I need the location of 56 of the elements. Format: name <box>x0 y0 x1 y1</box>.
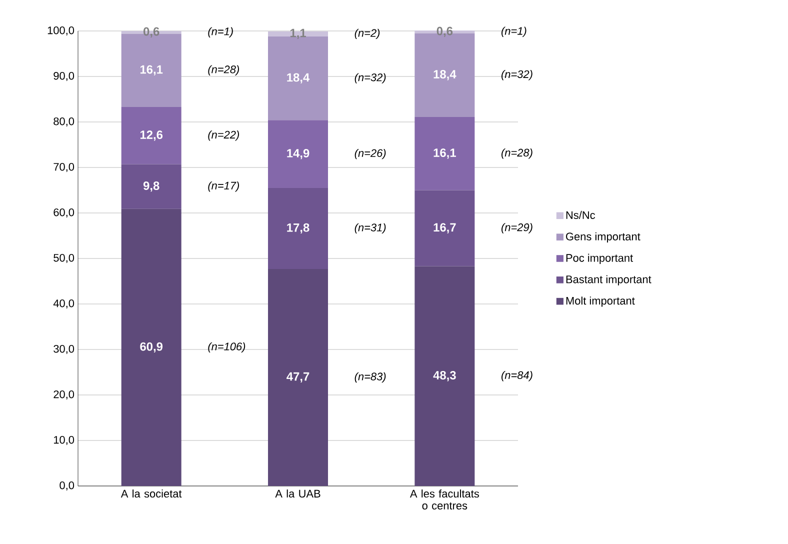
x-tick-label: A les facultats o centres <box>410 490 479 510</box>
annotation: (n=106) <box>208 342 246 353</box>
bar <box>414 266 475 486</box>
annotation: (n=32) <box>354 73 386 84</box>
bar <box>268 120 328 188</box>
bar <box>121 106 182 164</box>
annotation: (n=1) <box>208 27 233 38</box>
annotation: (n=2) <box>354 28 380 40</box>
y-tick-label: 100,0 <box>48 26 74 36</box>
data-label: 16,1 <box>140 65 163 76</box>
x-tick-label: A la societat <box>120 490 182 498</box>
y-tick-label: 90,0 <box>54 72 74 82</box>
data-label: 47,7 <box>286 372 310 382</box>
annotation: (n=28) <box>208 65 239 76</box>
bar <box>121 164 182 209</box>
data-label: 17,8 <box>287 223 310 234</box>
data-label: 48,3 <box>433 371 456 382</box>
bar <box>268 268 328 486</box>
y-tick-label: 80,0 <box>54 117 74 127</box>
y-tick-label: 0,0 <box>60 481 74 491</box>
data-label: 60,9 <box>140 342 163 353</box>
data-label: 18,4 <box>434 70 456 80</box>
x-tick-label: A la UAB <box>275 490 320 498</box>
legend-label: Molt important <box>566 296 635 307</box>
data-label: 14,9 <box>287 148 310 160</box>
data-label: 18,4 <box>287 73 310 84</box>
y-tick-label: 40,0 <box>53 299 74 309</box>
data-label: 12,6 <box>140 130 163 141</box>
y-tick-label: 50,0 <box>54 254 74 264</box>
annotation: (n=31) <box>354 223 386 234</box>
annotation: (n=84) <box>502 371 532 382</box>
y-tick-label: 20,0 <box>54 390 74 400</box>
y-tick-label: 30,0 <box>54 344 74 354</box>
annotation: (n=22) <box>208 130 239 141</box>
data-label: 1,1 <box>290 28 306 39</box>
annotation: (n=28) <box>502 148 532 159</box>
annotation: (n=83) <box>354 372 386 383</box>
bar <box>414 190 475 266</box>
data-label: 16,7 <box>434 223 456 234</box>
legend-label: Ns/Nc <box>566 210 596 219</box>
annotation: (n=17) <box>208 181 239 192</box>
annotation: (n=26) <box>354 148 386 160</box>
data-label: 16,1 <box>434 148 456 159</box>
annotation: (n=29) <box>502 223 532 234</box>
legend-label: Poc important <box>566 254 633 264</box>
y-tick-label: 60,0 <box>54 208 74 218</box>
legend-label: Bastant important <box>566 275 652 286</box>
annotation: (n=32) <box>502 70 532 80</box>
bar <box>268 188 328 269</box>
y-tick-label: 10,0 <box>54 436 74 446</box>
annotation: (n=1) <box>502 26 526 37</box>
bar <box>121 208 182 486</box>
data-label: 9,8 <box>143 182 160 192</box>
legend-label: Gens important <box>566 232 640 243</box>
y-tick-label: 70,0 <box>54 162 74 172</box>
bar <box>414 116 475 190</box>
